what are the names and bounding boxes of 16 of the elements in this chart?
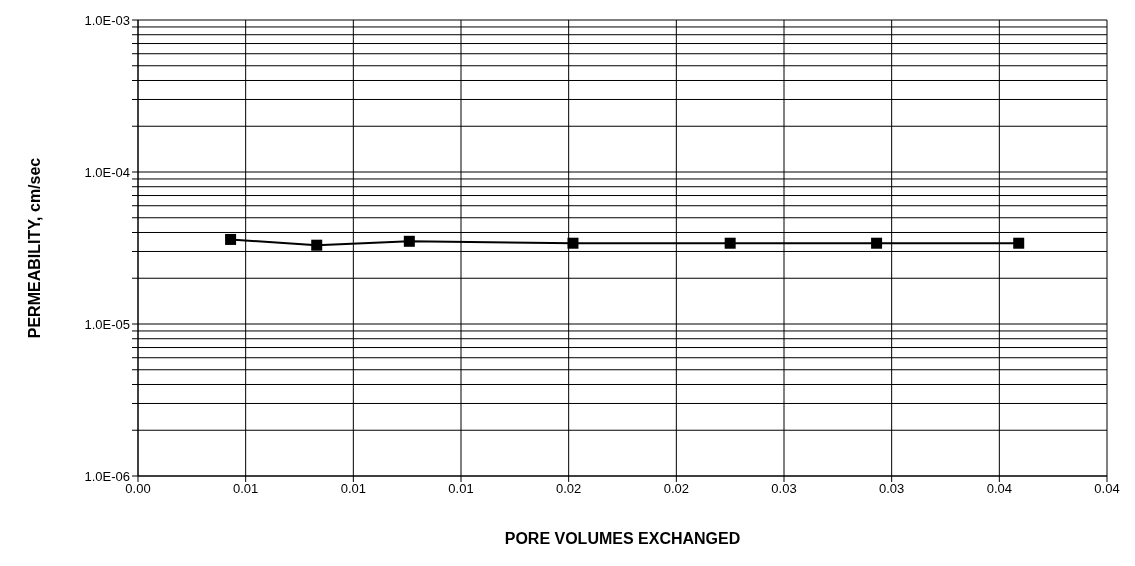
y-tick-label: 1.0E-06 (84, 468, 130, 484)
x-tick-label: 0.01 (233, 481, 259, 497)
x-tick-label: 0.01 (340, 481, 366, 497)
x-tick-label: 0.04 (986, 481, 1012, 497)
y-axis-title: PERMEABILITY, cm/sec (25, 157, 43, 339)
y-tick-label: 1.0E-04 (84, 164, 130, 180)
x-axis-title: PORE VOLUMES EXCHANGED (504, 530, 741, 547)
y-tick-label: 1.0E-05 (84, 316, 130, 332)
x-tick-label: 0.00 (125, 481, 151, 497)
x-tick-label: 0.02 (556, 481, 582, 497)
x-tick-label: 0.03 (879, 481, 905, 497)
x-tick-label: 0.02 (663, 481, 689, 497)
x-tick-label: 0.04 (1094, 481, 1120, 497)
y-tick-label: 1.0E-03 (84, 12, 130, 28)
x-tick-label: 0.01 (448, 481, 474, 497)
x-tick-label: 0.03 (771, 481, 797, 497)
